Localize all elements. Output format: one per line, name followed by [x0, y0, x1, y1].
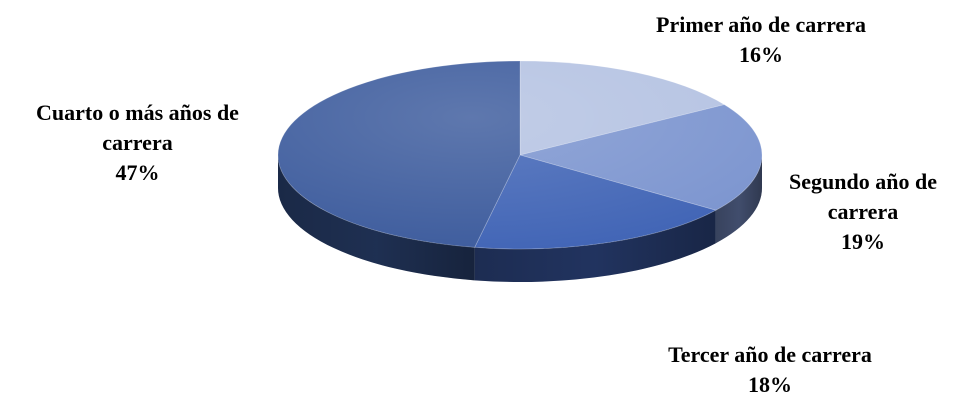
slice-label-segundo-value: 19%: [841, 229, 885, 254]
pie-side-shade: [474, 210, 716, 282]
slice-label-segundo: Segundo año de carrera 19%: [758, 167, 961, 257]
pie-side-tercer: [474, 210, 716, 282]
pie-side-shade: [278, 155, 475, 281]
slice-label-tercer-text: Tercer año de carrera: [668, 342, 872, 367]
slice-label-segundo-text-2: carrera: [827, 199, 899, 224]
slice-label-cuarto-text-2: carrera: [102, 130, 173, 155]
slice-label-primer-value: 16%: [739, 42, 783, 67]
slice-label-primer-text: Primer año de carrera: [656, 12, 866, 37]
slice-label-cuarto: Cuarto o más años de carrera 47%: [0, 98, 275, 188]
pie-side-shade: [715, 155, 762, 244]
pie-sides: [278, 155, 762, 282]
pie-side-cuarto: [278, 155, 475, 281]
slice-label-segundo-text-1: Segundo año de: [789, 169, 937, 194]
pie-side-segundo: [715, 155, 762, 244]
slice-label-primer: Primer año de carrera 16%: [616, 10, 906, 70]
pie-sheen: [277, 60, 762, 250]
slice-label-cuarto-text-1: Cuarto o más años de: [36, 100, 239, 125]
slice-label-tercer-value: 18%: [748, 372, 792, 397]
slice-label-cuarto-value: 47%: [115, 160, 160, 185]
slice-label-tercer: Tercer año de carrera 18%: [620, 340, 920, 400]
